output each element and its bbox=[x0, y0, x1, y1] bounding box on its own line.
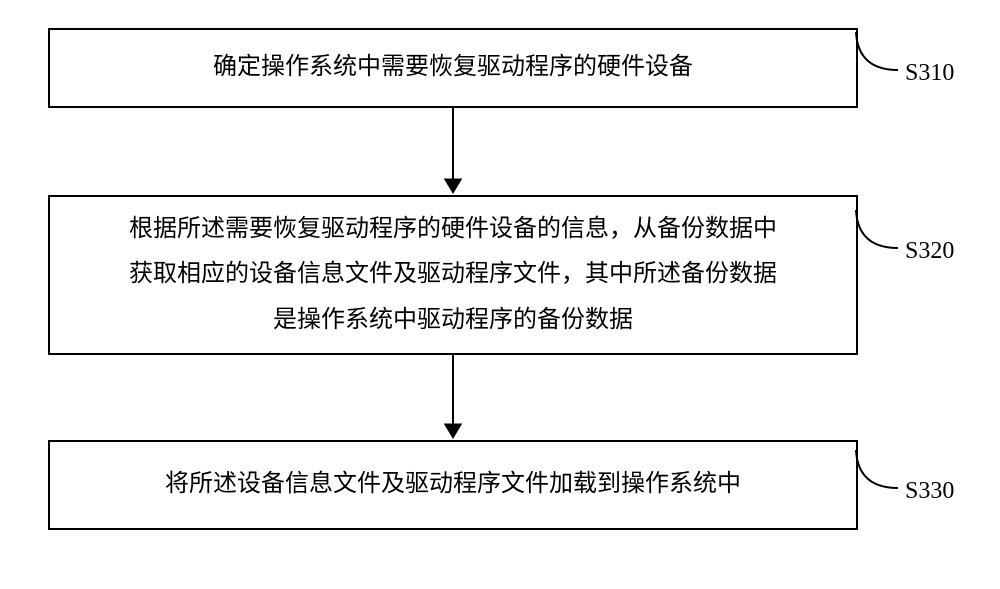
flow-step-s330: 将所述设备信息文件及驱动程序文件加载到操作系统中 bbox=[48, 440, 858, 530]
step-label-s330: S330 bbox=[905, 478, 954, 505]
flowchart-container: 确定操作系统中需要恢复驱动程序的硬件设备 S310 根据所述需要恢复驱动程序的硬… bbox=[0, 0, 1000, 589]
flow-step-s310: 确定操作系统中需要恢复驱动程序的硬件设备 bbox=[48, 28, 858, 108]
label-connector-arc bbox=[825, 201, 915, 291]
flow-step-text: 获取相应的设备信息文件及驱动程序文件，其中所述备份数据 bbox=[129, 256, 777, 293]
flow-step-text: 根据所述需要恢复驱动程序的硬件设备的信息，从备份数据中 bbox=[129, 211, 777, 248]
flow-arrow bbox=[439, 108, 467, 195]
label-connector-arc bbox=[825, 23, 915, 113]
step-label-s320: S320 bbox=[905, 238, 954, 265]
flow-step-s320: 根据所述需要恢复驱动程序的硬件设备的信息，从备份数据中 获取相应的设备信息文件及… bbox=[48, 195, 858, 355]
flow-step-text: 将所述设备信息文件及驱动程序文件加载到操作系统中 bbox=[165, 466, 741, 503]
flow-step-text: 确定操作系统中需要恢复驱动程序的硬件设备 bbox=[213, 49, 693, 86]
flow-arrow bbox=[439, 355, 467, 440]
step-label-s310: S310 bbox=[905, 60, 954, 87]
label-connector-arc bbox=[825, 441, 915, 531]
flow-step-text: 是操作系统中驱动程序的备份数据 bbox=[273, 302, 633, 339]
